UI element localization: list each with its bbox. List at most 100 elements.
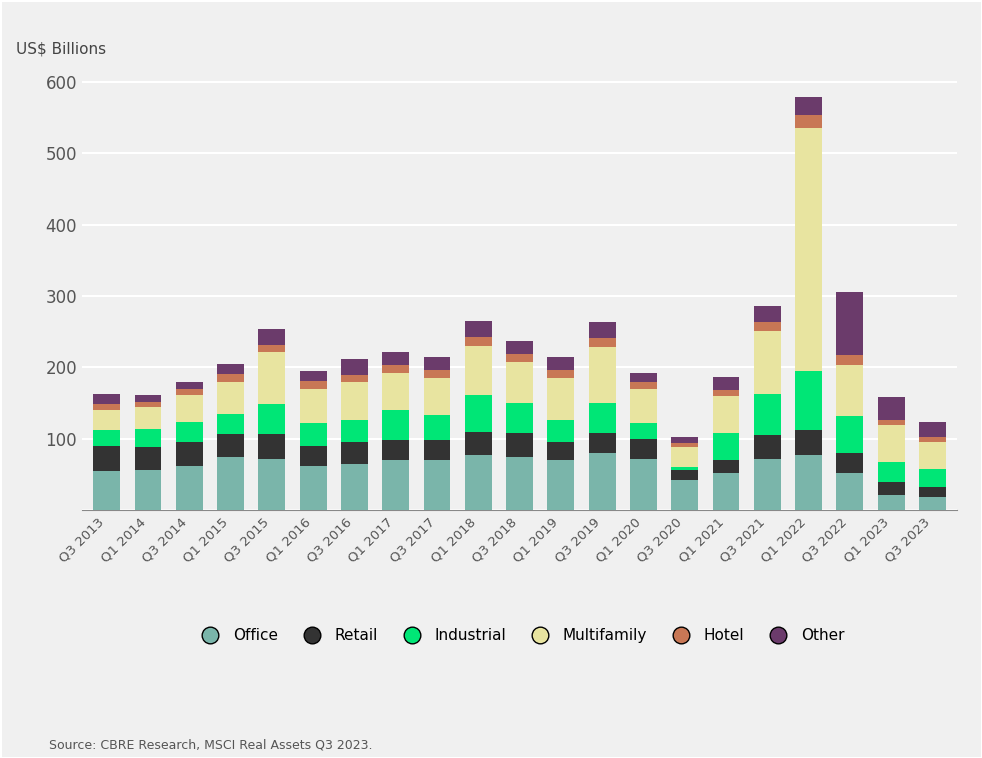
Bar <box>341 420 368 443</box>
Bar <box>300 371 327 381</box>
Bar <box>588 338 616 347</box>
Bar <box>795 371 822 430</box>
Bar <box>795 97 822 115</box>
Bar <box>464 395 492 432</box>
Bar <box>630 373 657 383</box>
Bar <box>464 321 492 337</box>
Bar <box>837 416 863 453</box>
Bar <box>672 467 698 470</box>
Bar <box>754 459 781 510</box>
Bar <box>630 383 657 389</box>
Bar <box>713 377 739 390</box>
Bar <box>258 345 285 352</box>
Bar <box>217 374 244 382</box>
Bar <box>547 358 574 371</box>
Bar <box>672 446 698 467</box>
Bar <box>713 396 739 433</box>
Bar <box>217 364 244 374</box>
Bar <box>878 424 904 462</box>
Bar <box>506 433 533 457</box>
Bar <box>423 415 451 440</box>
Bar <box>878 420 904 424</box>
Bar <box>93 446 120 471</box>
Bar <box>547 420 574 443</box>
Bar <box>382 460 409 510</box>
Bar <box>135 395 161 402</box>
Bar <box>176 383 202 389</box>
Bar <box>258 404 285 434</box>
Bar <box>672 481 698 510</box>
Bar <box>630 459 657 510</box>
Bar <box>506 354 533 362</box>
Bar <box>176 443 202 466</box>
Bar <box>382 365 409 373</box>
Bar <box>588 322 616 338</box>
Bar <box>795 455 822 510</box>
Bar <box>672 437 698 443</box>
Bar <box>300 389 327 423</box>
Bar <box>588 403 616 433</box>
Bar <box>382 410 409 440</box>
Bar <box>506 403 533 433</box>
Bar <box>382 440 409 460</box>
Text: US$ Billions: US$ Billions <box>17 41 106 56</box>
Bar <box>176 396 202 422</box>
Bar <box>919 437 946 442</box>
Bar <box>506 457 533 510</box>
Bar <box>713 473 739 510</box>
Bar <box>341 383 368 420</box>
Bar <box>588 433 616 453</box>
Bar <box>258 352 285 404</box>
Bar <box>176 422 202 443</box>
Bar <box>630 423 657 439</box>
Bar <box>878 495 904 510</box>
Bar <box>672 443 698 446</box>
Bar <box>547 378 574 420</box>
Legend: Office, Retail, Industrial, Multifamily, Hotel, Other: Office, Retail, Industrial, Multifamily,… <box>189 622 850 650</box>
Bar <box>93 410 120 431</box>
Bar <box>300 381 327 389</box>
Bar <box>258 329 285 345</box>
Bar <box>713 433 739 460</box>
Bar <box>837 293 863 356</box>
Bar <box>341 359 368 374</box>
Bar <box>217 434 244 457</box>
Bar <box>630 389 657 423</box>
Bar <box>135 429 161 446</box>
Bar <box>754 306 781 321</box>
Bar <box>135 408 161 429</box>
Bar <box>423 440 451 460</box>
Bar <box>258 459 285 510</box>
Bar <box>423 460 451 510</box>
Bar <box>547 460 574 510</box>
Bar <box>300 446 327 466</box>
Bar <box>217 457 244 510</box>
Bar <box>464 432 492 455</box>
Bar <box>382 373 409 410</box>
Bar <box>878 396 904 420</box>
Bar <box>754 394 781 435</box>
Bar <box>300 466 327 510</box>
Bar <box>176 466 202 510</box>
Bar <box>135 402 161 408</box>
Bar <box>341 374 368 383</box>
Bar <box>217 382 244 414</box>
Bar <box>217 414 244 434</box>
Bar <box>506 362 533 403</box>
Bar <box>135 470 161 510</box>
Bar <box>506 341 533 354</box>
Bar <box>919 421 946 437</box>
Bar <box>713 390 739 396</box>
Bar <box>878 482 904 495</box>
Bar <box>93 431 120 446</box>
Bar <box>423 358 451 371</box>
Bar <box>754 435 781 459</box>
Bar <box>795 430 822 455</box>
Bar <box>135 446 161 470</box>
Bar <box>423 378 451 415</box>
Bar <box>93 404 120 410</box>
Bar <box>837 473 863 510</box>
Bar <box>93 394 120 404</box>
Bar <box>341 464 368 510</box>
Bar <box>837 453 863 473</box>
